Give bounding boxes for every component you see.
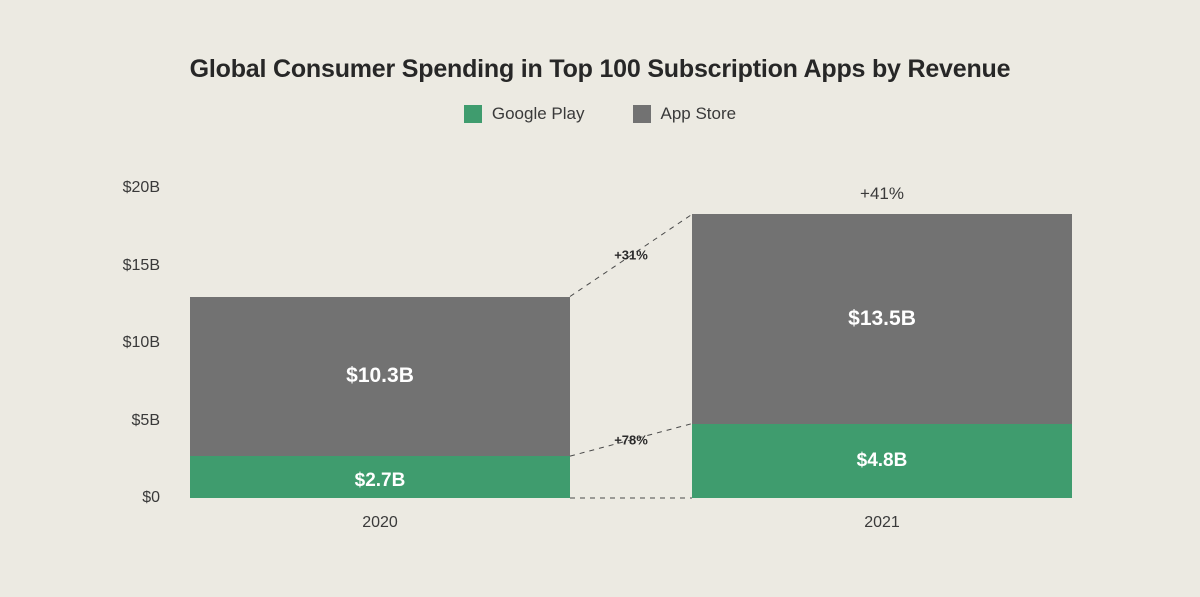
- ytick-0: $0: [142, 489, 160, 507]
- growth-label-google-play: +78%: [614, 432, 648, 447]
- xlabel-2021: 2021: [692, 514, 1072, 532]
- ytick-20: $20B: [123, 179, 160, 197]
- bar-2020-app-store-label: $10.3B: [190, 364, 570, 388]
- ytick-5: $5B: [132, 412, 160, 430]
- bar-2020: $2.7B $10.3B 2020: [190, 0, 570, 597]
- ytick-10: $10B: [123, 334, 160, 352]
- bar-2020-google-play-label: $2.7B: [190, 470, 570, 492]
- chart-container: Global Consumer Spending in Top 100 Subs…: [0, 0, 1200, 597]
- bar-2021: +41% $4.8B $13.5B 2021: [692, 0, 1072, 597]
- ytick-15: $15B: [123, 257, 160, 275]
- growth-label-app-store: +31%: [614, 248, 648, 263]
- bar-2020-google-play: $2.7B: [190, 456, 570, 498]
- xlabel-2020: 2020: [190, 514, 570, 532]
- chart-plot-area: $0 $5B $10B $15B $20B $2.7B $10.3B 2020 …: [0, 0, 1200, 597]
- total-growth-label: +41%: [692, 184, 1072, 204]
- bar-2021-google-play-label: $4.8B: [692, 450, 1072, 472]
- bar-2021-app-store-label: $13.5B: [692, 307, 1072, 331]
- bar-2021-google-play: $4.8B: [692, 424, 1072, 498]
- bar-2020-app-store: $10.3B: [190, 297, 570, 457]
- bar-2021-app-store: $13.5B: [692, 214, 1072, 423]
